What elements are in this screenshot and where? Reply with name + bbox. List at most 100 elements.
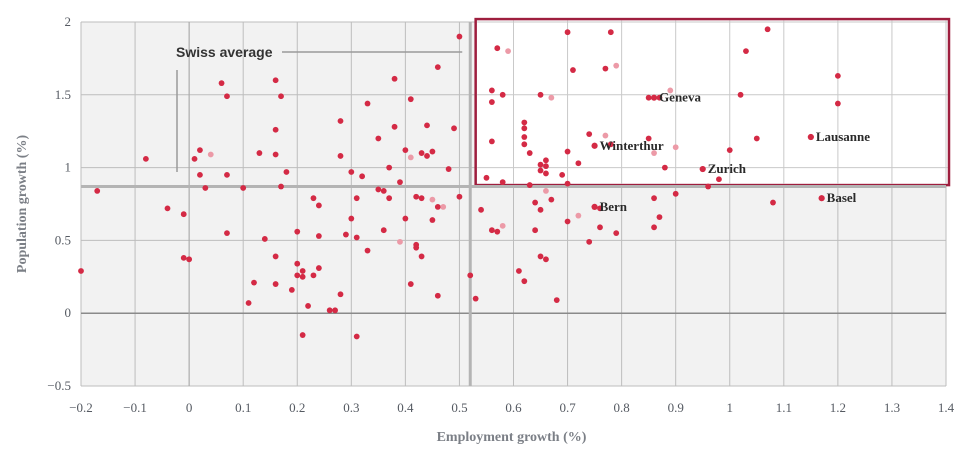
data-point bbox=[607, 141, 614, 148]
data-point bbox=[299, 273, 306, 280]
x-tick-label: 1.3 bbox=[884, 400, 900, 415]
data-point bbox=[607, 29, 614, 36]
data-point bbox=[197, 171, 203, 178]
data-point bbox=[537, 206, 544, 213]
data-point bbox=[418, 195, 425, 202]
data-point bbox=[753, 135, 760, 142]
data-point bbox=[537, 167, 544, 174]
data-point bbox=[537, 91, 544, 98]
data-point bbox=[661, 164, 668, 171]
data-point bbox=[521, 125, 528, 132]
y-tick-labels: −0.5 0 0.5 1 1.5 2 bbox=[47, 14, 71, 393]
data-point bbox=[315, 233, 322, 239]
city-point bbox=[650, 94, 658, 101]
data-point bbox=[261, 236, 268, 242]
data-point bbox=[310, 272, 317, 279]
data-point bbox=[488, 227, 495, 234]
x-tick-label: −0.2 bbox=[69, 400, 93, 415]
data-point bbox=[305, 303, 311, 309]
data-point bbox=[467, 272, 474, 279]
data-point bbox=[667, 87, 674, 94]
data-point bbox=[743, 48, 749, 55]
swiss-average-label: Swiss average bbox=[176, 44, 273, 60]
data-point bbox=[294, 228, 301, 235]
data-point bbox=[272, 151, 279, 158]
y-axis-title: Population growth (%) bbox=[15, 135, 30, 274]
data-point bbox=[180, 254, 187, 261]
data-point bbox=[288, 287, 295, 293]
y-tick-label: −0.5 bbox=[47, 378, 71, 393]
data-point bbox=[602, 132, 609, 139]
data-point bbox=[672, 190, 679, 197]
city-label: Winterthur bbox=[600, 138, 664, 153]
data-point bbox=[164, 205, 171, 212]
data-point bbox=[445, 166, 452, 172]
data-point bbox=[472, 295, 479, 302]
data-point bbox=[353, 234, 360, 241]
data-point bbox=[521, 141, 528, 148]
data-point bbox=[564, 218, 571, 225]
x-tick-label: 0.4 bbox=[397, 400, 414, 415]
data-point bbox=[834, 100, 841, 107]
data-point bbox=[526, 150, 533, 156]
city-point bbox=[807, 133, 814, 141]
data-point bbox=[597, 224, 603, 231]
data-point bbox=[413, 193, 420, 200]
data-point bbox=[353, 333, 360, 340]
data-point bbox=[337, 291, 344, 298]
data-point bbox=[272, 253, 279, 260]
data-point bbox=[224, 93, 230, 100]
data-point bbox=[402, 215, 409, 222]
data-point bbox=[440, 204, 447, 210]
highlight-region bbox=[474, 17, 951, 187]
data-point bbox=[764, 26, 771, 33]
data-point bbox=[364, 100, 371, 107]
data-point bbox=[364, 247, 371, 254]
data-point bbox=[191, 155, 198, 162]
data-point bbox=[407, 281, 414, 287]
data-point bbox=[656, 94, 663, 101]
city-point bbox=[591, 203, 598, 211]
data-point bbox=[499, 91, 506, 98]
data-point bbox=[78, 268, 84, 274]
data-point bbox=[278, 93, 284, 100]
data-point bbox=[294, 260, 301, 267]
x-tick-label: 0.8 bbox=[614, 400, 630, 415]
data-point bbox=[516, 268, 522, 274]
data-point bbox=[564, 148, 571, 155]
x-tick-labels: −0.2 −0.1 0 0.1 0.2 0.3 0.4 0.5 0.6 0.7 0.8 0.9 1 1.1… bbox=[69, 400, 954, 415]
data-point bbox=[494, 45, 501, 52]
data-point bbox=[299, 268, 306, 274]
y-tick-label: 1.5 bbox=[55, 87, 71, 102]
city-labels: Geneva Lausanne Winterthur Zurich Basel Bern bbox=[600, 90, 871, 214]
data-point bbox=[488, 99, 495, 105]
city-label: Basel bbox=[827, 190, 857, 205]
data-point bbox=[343, 231, 349, 238]
data-point bbox=[407, 96, 414, 103]
data-point bbox=[94, 187, 101, 194]
data-point bbox=[256, 150, 263, 156]
data-point bbox=[564, 180, 571, 187]
data-point bbox=[272, 77, 279, 84]
data-point bbox=[326, 307, 333, 314]
data-point bbox=[413, 244, 420, 251]
city-label: Geneva bbox=[659, 90, 701, 105]
x-tick-label: 0.6 bbox=[505, 400, 522, 415]
data-point bbox=[726, 147, 733, 154]
data-point bbox=[651, 150, 657, 156]
data-point bbox=[380, 187, 387, 194]
data-point bbox=[224, 171, 230, 178]
data-point bbox=[613, 62, 620, 69]
data-point bbox=[429, 196, 436, 203]
x-tick-label: 0.2 bbox=[289, 400, 305, 415]
data-point bbox=[553, 297, 560, 303]
data-point bbox=[142, 155, 149, 162]
data-point bbox=[451, 125, 457, 132]
data-point bbox=[586, 131, 593, 138]
data-point bbox=[218, 80, 225, 87]
x-tick-label: 0.3 bbox=[343, 400, 359, 415]
x-tick-label: 0.9 bbox=[668, 400, 684, 415]
data-point bbox=[716, 176, 722, 183]
data-point bbox=[197, 147, 203, 154]
data-point bbox=[397, 238, 403, 245]
